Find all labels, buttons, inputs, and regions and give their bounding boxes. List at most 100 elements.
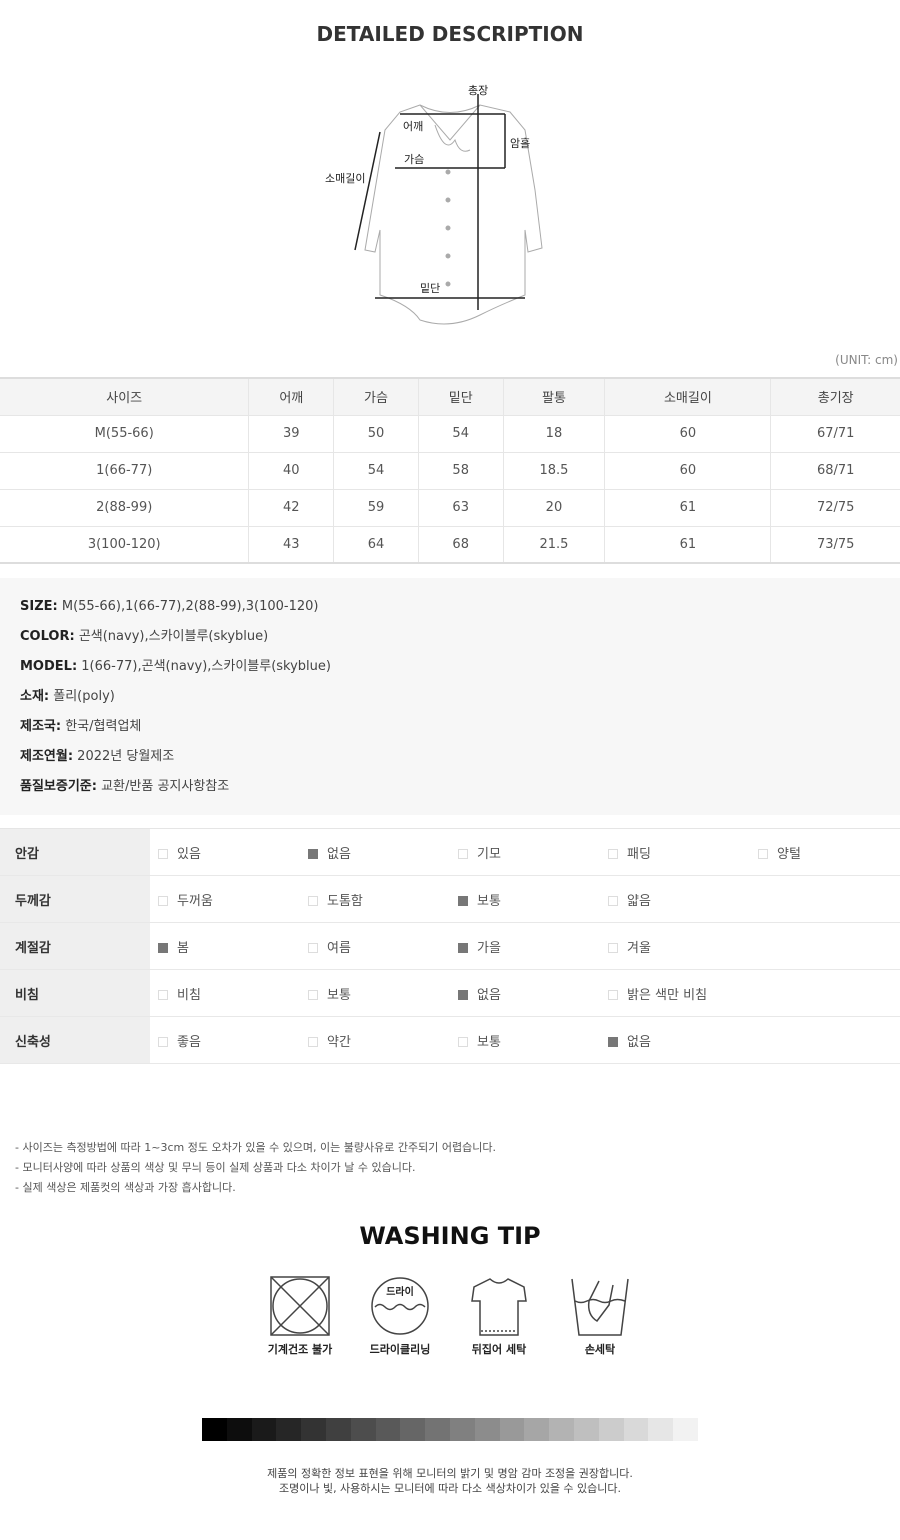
info-key: 제조연월: [20, 749, 74, 764]
info-key: 제조국: [20, 719, 62, 734]
info-value: M(55-66),1(66-77),2(88-99),3(100-120) [57, 599, 319, 614]
table-cell: 총기장 [770, 378, 900, 416]
gray-swatch [449, 1418, 475, 1441]
fabric-key: 두께감 [0, 875, 150, 923]
label-chest: 가슴 [404, 153, 425, 166]
table-cell: 2(88-99) [0, 489, 250, 527]
info-line: SIZE: M(55-66),1(66-77),2(88-99),3(100-1… [20, 598, 880, 628]
table-cell: 61 [604, 489, 772, 527]
checkbox [458, 942, 468, 953]
checkbox [608, 989, 618, 1000]
table-cell: 68/71 [770, 452, 900, 490]
table-cell: 59 [333, 489, 419, 527]
table-row: 3(100-120) 43 64 68 21.5 61 73/75 [0, 526, 900, 564]
fabric-option: 여름 [300, 922, 450, 970]
label-sleeve: 소매길이 [325, 172, 366, 185]
table-cell: 밑단 [417, 378, 504, 416]
info-value: 한국/협력업체 [61, 719, 142, 734]
info-key: 품질보증기준: [20, 779, 97, 794]
info-line: COLOR: 곤색(navy),스카이블루(skyblue) [20, 628, 880, 658]
fabric-option: 두꺼움 [150, 875, 300, 923]
washing-title: WASHING TIP [359, 1222, 541, 1250]
footer-note: 제품의 정확한 정보 표현을 위해 모니터의 밝기 및 명암 감마 조정을 권장… [267, 1467, 633, 1495]
table-row: 2(88-99) 42 59 63 20 61 72/75 [0, 489, 900, 527]
gray-swatch [499, 1418, 525, 1441]
fabric-option: 없음 [300, 828, 450, 876]
checkbox [158, 848, 168, 859]
table-cell: 가슴 [333, 378, 419, 416]
fabric-option [750, 922, 900, 970]
gray-swatch [673, 1418, 698, 1441]
table-cell: 43 [248, 526, 335, 564]
fabric-option: 보통 [450, 875, 600, 923]
fabric-option: 보통 [300, 969, 450, 1017]
fabric-key: 계절감 [0, 922, 150, 970]
gray-swatch [573, 1418, 599, 1441]
fabric-option [750, 969, 900, 1017]
no-tumble-dry-icon [270, 1276, 330, 1336]
table-cell: 73/75 [770, 526, 900, 564]
fabric-key: 신축성 [0, 1016, 150, 1064]
table-cell: 39 [248, 415, 335, 453]
checkbox [458, 895, 468, 906]
label-length: 총장 [468, 84, 489, 97]
dry-clean-icon: 드라이 [371, 1277, 429, 1335]
inside-out-icon [471, 1278, 527, 1336]
hand-wash-icon [571, 1278, 629, 1336]
table-cell: 21.5 [502, 526, 606, 564]
washing-item: 뒤집어 세탁 [459, 1275, 539, 1357]
unit-label: (UNIT: cm) [835, 353, 898, 367]
checkbox [608, 895, 618, 906]
gray-swatch [549, 1418, 574, 1441]
table-cell: 64 [333, 526, 419, 564]
info-line: 제조국: 한국/협력업체 [20, 718, 880, 748]
fabric-option: 비침 [150, 969, 300, 1017]
label-armhole: 암홀 [510, 137, 531, 150]
page-title: DETAILED DESCRIPTION [316, 22, 584, 46]
fabric-option: 없음 [450, 969, 600, 1017]
table-cell: 18 [502, 415, 606, 453]
label-shoulder: 어깨 [403, 120, 424, 133]
washing-item: 드라이 드라이클리닝 [360, 1275, 440, 1357]
fabric-option: 겨울 [600, 922, 750, 970]
note: - 사이즈는 측정방법에 따라 1~3cm 정도 오차가 있을 수 있으며, 이… [15, 1141, 496, 1154]
gray-swatch [623, 1418, 649, 1441]
table-cell: 58 [417, 452, 504, 490]
table-cell: 소매길이 [604, 378, 772, 416]
checkbox [608, 1036, 618, 1047]
gray-swatch [598, 1418, 624, 1441]
table-cell: M(55-66) [0, 415, 250, 453]
checkbox [158, 1036, 168, 1047]
checkbox [458, 848, 468, 859]
checkbox [458, 1036, 468, 1047]
checkbox [758, 848, 768, 859]
fabric-option: 보통 [450, 1016, 600, 1064]
fabric-key: 안감 [0, 828, 150, 876]
size-table: 사이즈 어깨 가슴 밑단 팔통 소매길이 총기장 M(55-66) 39 50 54 18 60 67/7… [0, 377, 900, 564]
checkbox [608, 942, 618, 953]
info-line: 제조연월: 2022년 당월제조 [20, 748, 880, 778]
table-cell: 40 [248, 452, 335, 490]
checkbox [458, 989, 468, 1000]
checkbox [308, 895, 318, 906]
fabric-option: 봄 [150, 922, 300, 970]
gray-swatch [400, 1418, 426, 1441]
gray-swatch [648, 1418, 674, 1441]
info-key: COLOR: [20, 629, 75, 644]
gray-swatch [251, 1418, 277, 1441]
checkbox [308, 989, 318, 1000]
table-cell: 60 [604, 415, 772, 453]
table-cell: 18.5 [502, 452, 606, 490]
info-key: SIZE: [20, 599, 58, 614]
gray-swatch [524, 1418, 550, 1441]
gray-swatch [202, 1418, 227, 1441]
fabric-row: 두께감 두꺼움 도톰함 보통 얇음 [0, 875, 900, 923]
checkbox [158, 989, 168, 1000]
info-value: 1(66-77),곤색(navy),스카이블루(skyblue) [77, 659, 331, 674]
fabric-option: 있음 [150, 828, 300, 876]
table-cell: 68 [417, 526, 504, 564]
checkbox [308, 1036, 318, 1047]
checkbox [158, 942, 168, 953]
fabric-table: 안감 있음 없음 기모 패딩 양털 두께감 두꺼움 도톰함 보통 얇음 계절감 봄 여름 가을 겨울 비침 비침 보… [0, 828, 900, 1064]
table-cell: 54 [333, 452, 419, 490]
